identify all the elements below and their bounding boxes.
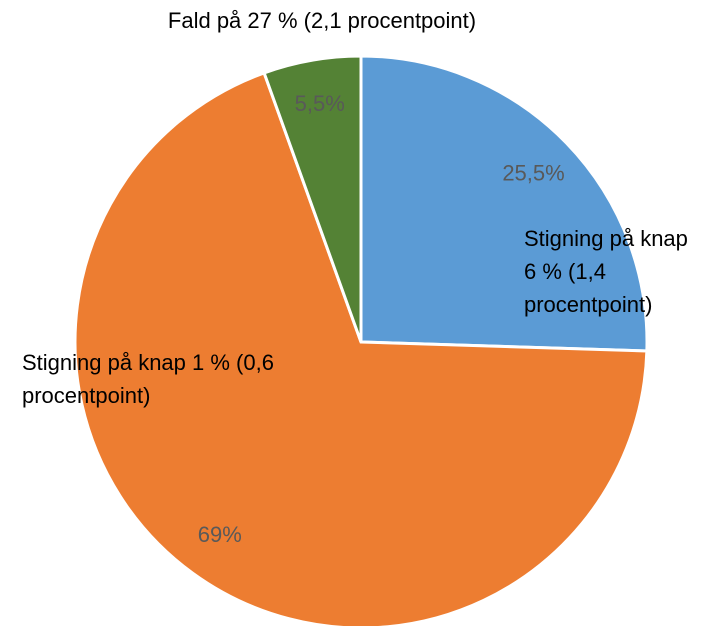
pie-slice	[262, 54, 363, 343]
value-label: 5,5%	[295, 91, 345, 116]
annotation: Stigning på knap 6 % (1,4 procentpoint)	[524, 226, 688, 317]
pie-slice	[359, 54, 649, 353]
value-label: 69%	[198, 522, 242, 547]
value-label: 25,5%	[502, 161, 564, 186]
pie-slice	[73, 70, 649, 626]
annotation: Stigning på knap 1 % (0,6 procentpoint)	[22, 350, 274, 408]
annotation: Fald på 27 % (2,1 procentpoint)	[167, 8, 477, 33]
